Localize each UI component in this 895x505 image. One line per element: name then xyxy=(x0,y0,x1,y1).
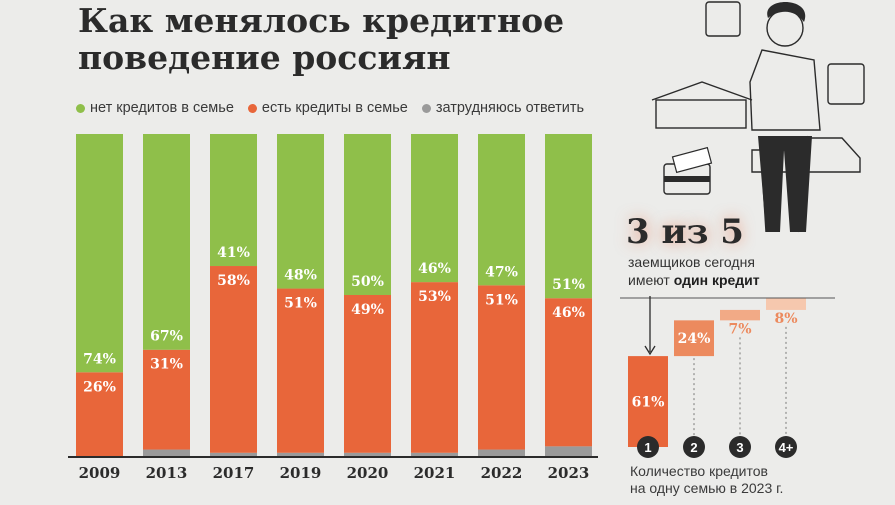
person-trousers xyxy=(758,136,812,232)
legend-item-unsure: затрудняюсь ответить xyxy=(421,100,585,116)
title-line-2: поведение россиян xyxy=(78,38,451,77)
bar-unsure-2017 xyxy=(210,452,257,456)
caption-line-1: Количество кредитов xyxy=(630,463,768,479)
title-line-1: Как менялось кредитное xyxy=(78,1,565,40)
label-no-credits-2020: 50% xyxy=(351,274,384,290)
badge-2 xyxy=(683,436,705,458)
bar-unsure-2022 xyxy=(478,449,525,456)
year-label-2009: 2009 xyxy=(79,464,121,482)
legend-dot-orange xyxy=(247,103,257,113)
calendar-icon-top xyxy=(705,1,741,37)
label-has-credits-2023: 46% xyxy=(552,305,585,321)
bar-has-credits-2021 xyxy=(411,282,458,453)
bar-no-credits-2019 xyxy=(277,134,324,289)
legend: нет кредитов в семье есть кредиты в семь… xyxy=(76,100,584,116)
year-label-2020: 2020 xyxy=(347,464,389,482)
person-hair xyxy=(767,1,806,22)
legend-label-unsure: затрудняюсь ответить xyxy=(435,100,585,116)
bar-no-credits-2022 xyxy=(478,134,525,286)
bar-unsure-2021 xyxy=(411,452,458,456)
bar-no-credits-2020 xyxy=(344,134,391,295)
year-label-2019: 2019 xyxy=(280,464,322,482)
bar-no-credits-2021 xyxy=(411,134,458,283)
caption-line-2: на одну семью в 2023 г. xyxy=(630,480,784,496)
bar-has-credits-2022 xyxy=(478,285,525,450)
waterfall-bar-4+ xyxy=(766,298,806,310)
legend-dot-grey xyxy=(421,103,431,113)
badge-label-2: 2 xyxy=(690,440,697,455)
legend-item-has-credits: есть кредиты в семье xyxy=(247,100,408,116)
waterfall-bar-3 xyxy=(720,309,760,321)
label-has-credits-2013: 31% xyxy=(150,357,183,373)
callout-line-2: имеют один кредит xyxy=(628,272,760,288)
label-has-credits-2019: 51% xyxy=(284,296,317,312)
waterfall-label-2: 24% xyxy=(678,331,711,347)
calendar-icon-right xyxy=(827,63,865,105)
card-back xyxy=(671,146,713,174)
bar-has-credits-2020 xyxy=(344,295,391,453)
waterfall-caption: Количество кредитов на одну семью в 2023… xyxy=(630,463,783,497)
badge-label-4+: 4+ xyxy=(779,440,794,455)
bar-unsure-2013 xyxy=(143,449,190,456)
label-no-credits-2013: 67% xyxy=(150,329,183,345)
bar-has-credits-2023 xyxy=(545,298,592,447)
label-no-credits-2021: 46% xyxy=(418,261,451,277)
year-label-2023: 2023 xyxy=(548,464,590,482)
bar-has-credits-2013 xyxy=(143,349,190,450)
bar-unsure-2023 xyxy=(545,446,592,456)
year-label-2013: 2013 xyxy=(146,464,188,482)
callout-arrow-head xyxy=(644,345,656,356)
label-has-credits-2017: 58% xyxy=(217,273,250,289)
badge-1 xyxy=(637,436,659,458)
bar-unsure-2019 xyxy=(277,452,324,456)
legend-label-has-credits: есть кредиты в семье xyxy=(261,100,408,116)
year-label-2017: 2017 xyxy=(213,464,255,482)
legend-label-no-credits: нет кредитов в семье xyxy=(90,100,234,116)
badge-4+ xyxy=(775,436,797,458)
bar-no-credits-2017 xyxy=(210,134,257,267)
label-has-credits-2022: 51% xyxy=(485,292,518,308)
badge-label-3: 3 xyxy=(736,440,743,455)
waterfall-label-1: 61% xyxy=(632,395,665,411)
callout-line-2-bold: один кредит xyxy=(673,272,760,288)
bar-has-credits-2019 xyxy=(277,288,324,453)
label-has-credits-2020: 49% xyxy=(351,302,384,318)
legend-dot-green xyxy=(76,103,85,113)
waterfall-bar-2 xyxy=(674,320,714,357)
chart-title: Как менялось кредитное поведение россиян xyxy=(78,2,598,76)
bar-no-credits-2013 xyxy=(143,134,190,350)
bar-no-credits-2023 xyxy=(545,134,592,299)
bar-has-credits-2009 xyxy=(76,372,123,456)
person-shirt xyxy=(749,49,821,131)
bar-has-credits-2017 xyxy=(210,266,257,453)
bar-no-credits-2009 xyxy=(76,134,123,373)
callout-big-number: 3 из 5 xyxy=(626,212,744,252)
year-label-2021: 2021 xyxy=(414,464,456,482)
waterfall-label-3: 7% xyxy=(728,321,751,337)
waterfall-label-4+: 8% xyxy=(774,311,797,327)
legend-item-no-credits: нет кредитов в семье xyxy=(76,100,234,116)
callout-line-2-prefix: имеют xyxy=(628,272,674,288)
label-no-credits-2017: 41% xyxy=(217,245,250,261)
label-no-credits-2022: 47% xyxy=(485,264,518,280)
bar-unsure-2020 xyxy=(344,452,391,456)
card-stripe xyxy=(664,176,710,182)
label-has-credits-2009: 26% xyxy=(83,379,116,395)
label-no-credits-2009: 74% xyxy=(83,351,116,367)
waterfall-bar-1 xyxy=(628,356,668,447)
callout-line-1: заемщиков сегодня xyxy=(628,254,755,270)
badge-label-1: 1 xyxy=(644,440,651,455)
label-has-credits-2021: 53% xyxy=(418,289,451,305)
year-label-2022: 2022 xyxy=(481,464,523,482)
badge-3 xyxy=(729,436,751,458)
house-icon xyxy=(655,99,747,129)
label-no-credits-2019: 48% xyxy=(284,268,317,284)
label-no-credits-2023: 51% xyxy=(552,277,585,293)
